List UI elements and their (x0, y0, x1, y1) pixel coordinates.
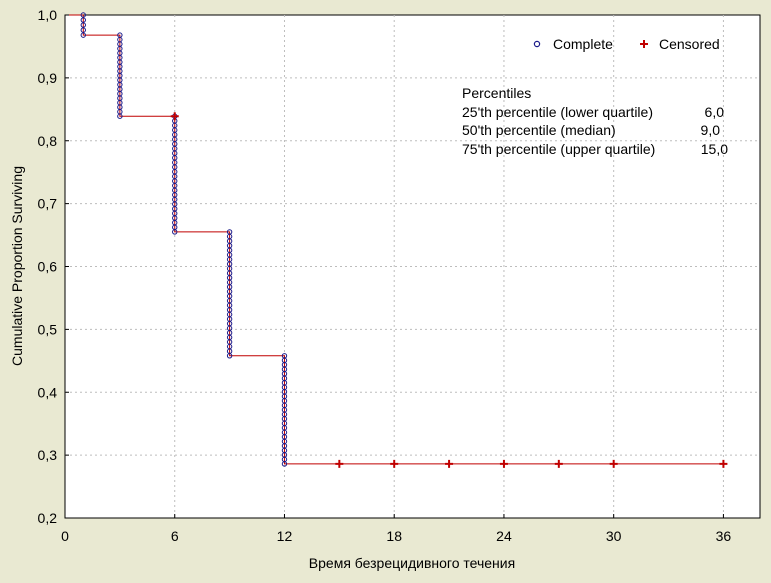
y-tick-label: 0,9 (38, 70, 58, 86)
complete-marker (80, 22, 86, 28)
complete-marker (117, 113, 123, 119)
y-tick-label: 0,7 (38, 196, 58, 212)
legend-complete-marker (533, 40, 541, 48)
x-tick-label: 6 (171, 528, 179, 544)
complete-marker (281, 461, 288, 467)
censored-marker (445, 459, 454, 468)
x-tick-label: 0 (61, 528, 69, 544)
censored-marker (170, 112, 179, 121)
censored-marker (335, 459, 344, 468)
percentile-25-label: 25'th percentile (lower quartile) (462, 104, 653, 120)
legend-censored-label: Censored (659, 36, 720, 52)
censored-marker (554, 459, 563, 468)
y-tick-label: 0,2 (38, 510, 58, 526)
y-axis-title: Cumulative Proportion Surviving (9, 166, 25, 366)
percentile-25-value: 6,0 (705, 104, 725, 120)
censored-marker (499, 459, 508, 468)
complete-marker (80, 27, 86, 33)
percentile-75-label: 75'th percentile (upper quartile) (462, 141, 655, 157)
x-tick-label: 18 (386, 528, 402, 544)
complete-marker (80, 17, 86, 23)
markers (80, 12, 728, 468)
complete-marker (172, 229, 178, 235)
legend-complete-label: Complete (553, 36, 613, 52)
y-tick-label: 0,5 (38, 321, 58, 337)
y-tick-label: 0,6 (38, 259, 58, 275)
y-tick-label: 0,4 (38, 384, 58, 400)
legend: Complete Censored (533, 36, 720, 52)
percentiles-heading: Percentiles (462, 85, 531, 101)
percentile-50-value: 9,0 (701, 122, 721, 138)
x-tick-label: 30 (606, 528, 622, 544)
grid (65, 15, 760, 518)
censored-marker (719, 459, 728, 468)
complete-marker (226, 353, 233, 359)
x-tick-label: 12 (277, 528, 293, 544)
x-axis-title: Время безрецидивного течения (309, 555, 515, 571)
x-tick-label: 36 (716, 528, 732, 544)
legend-censored-marker (640, 40, 648, 48)
axes: 0 6 12 18 24 30 36 0,2 0,3 0,4 0,5 0,6 0,7 0,8 0,9 1,0 (38, 7, 732, 544)
percentiles-annotation: Percentiles 25'th percentile (lower quar… (462, 85, 728, 157)
y-tick-label: 0,8 (38, 133, 58, 149)
censored-marker (390, 459, 399, 468)
complete-marker (80, 32, 86, 38)
y-tick-label: 1,0 (38, 7, 58, 23)
complete-marker (80, 12, 86, 18)
y-tick-label: 0,3 (38, 447, 58, 463)
percentile-50-label: 50'th percentile (median) (462, 122, 616, 138)
censored-marker (609, 459, 618, 468)
percentile-75-value: 15,0 (701, 141, 728, 157)
x-tick-label: 24 (496, 528, 512, 544)
